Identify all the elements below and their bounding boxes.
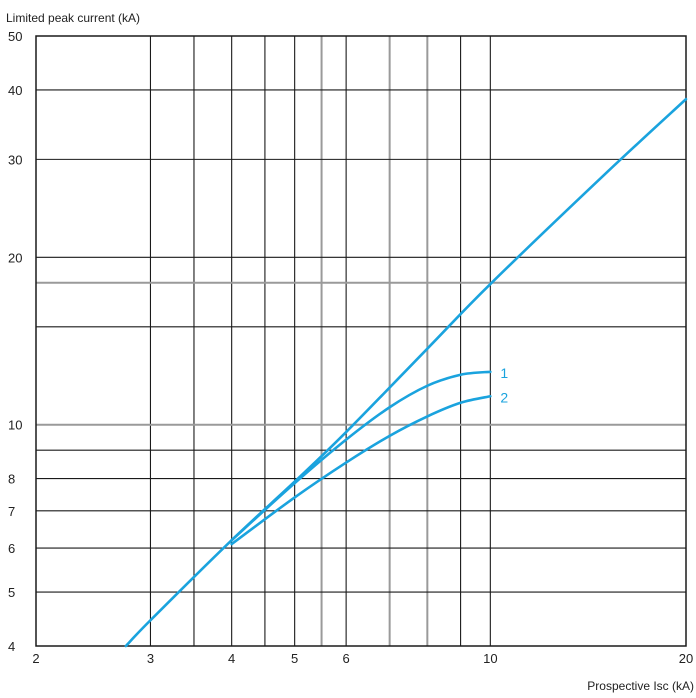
series-lines: 12 [124,97,688,648]
y-tick-label: 20 [8,250,22,265]
x-tick-label: 10 [483,651,497,666]
series-label-2: 2 [500,389,508,405]
series-line-1 [230,370,492,542]
x-tick-label: 3 [147,651,154,666]
x-tick-label: 5 [291,651,298,666]
y-tick-label: 6 [8,541,15,556]
y-tick-label: 5 [8,585,15,600]
y-tick-label: 30 [8,152,22,167]
y-tick-label: 10 [8,418,22,433]
y-tick-label: 8 [8,472,15,487]
x-tick-label: 4 [228,651,235,666]
x-tick-label: 20 [679,651,693,666]
y-tick-label: 50 [8,29,22,44]
y-tick-label: 7 [8,504,15,519]
x-axis-title: Prospective Isc (kA) [587,679,694,693]
x-tick-label: 6 [343,651,350,666]
y-axis-title: Limited peak current (kA) [6,11,140,25]
y-tick-label: 4 [8,639,15,654]
x-tick-label: 2 [32,651,39,666]
plot-frame [35,35,687,647]
grid-lines [36,36,686,646]
series-line-unlimited [124,97,688,648]
y-tick-label: 40 [8,83,22,98]
series-line-2 [230,394,492,546]
series-label-1: 1 [500,365,508,381]
tick-labels: 2 3 4 5 6 10 20 4 5 6 7 8 10 20 30 40 50 [8,29,693,666]
